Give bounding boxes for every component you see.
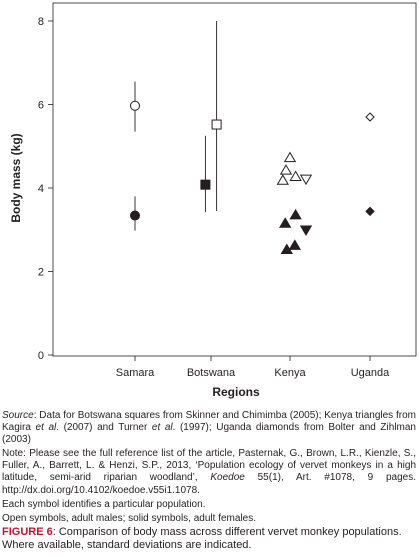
source-note: Source: Data for Botswana squares from S… bbox=[2, 410, 416, 446]
x-tick-label: Uganda bbox=[351, 367, 390, 379]
figure-caption-text: : Comparison of body mass across differe… bbox=[2, 526, 402, 551]
data-markers bbox=[130, 100, 375, 254]
data-point-triangle-down bbox=[299, 225, 313, 237]
x-axis: Samara Botswana Kenya Uganda bbox=[116, 356, 390, 379]
data-point-triangle-up bbox=[288, 239, 301, 250]
data-point-circle bbox=[130, 100, 140, 111]
x-tick-label: Kenya bbox=[274, 367, 306, 379]
error-bars bbox=[134, 21, 218, 231]
x-tick-label: Samara bbox=[116, 367, 155, 379]
y-tick-label: 8 bbox=[38, 16, 44, 28]
y-axis-label: Body mass (kg) bbox=[9, 133, 23, 222]
data-point-triangle-up bbox=[279, 217, 292, 228]
open-solid-note: Open symbols, adult males; solid symbols… bbox=[2, 512, 256, 524]
y-tick-label: 4 bbox=[38, 183, 44, 195]
data-point-circle bbox=[130, 210, 140, 221]
y-tick-label: 2 bbox=[38, 267, 44, 279]
x-tick-label: Botswana bbox=[187, 367, 236, 379]
plot-frame bbox=[52, 2, 417, 357]
data-point-triangle-up bbox=[276, 174, 289, 185]
data-point-diamond bbox=[365, 206, 375, 217]
data-point-triangle-up bbox=[289, 208, 302, 220]
figure-caption: FIGURE 6: Comparison of body mass across… bbox=[2, 526, 416, 552]
data-point-square bbox=[200, 179, 211, 190]
y-tick-label: 6 bbox=[38, 100, 44, 112]
y-axis: 0 2 4 6 8 bbox=[38, 16, 53, 362]
data-point-triangle-up bbox=[283, 151, 297, 163]
data-point-triangle-up bbox=[289, 170, 302, 181]
data-point-triangle-up bbox=[279, 164, 293, 175]
x-axis-label: Regions bbox=[212, 385, 260, 399]
data-point-triangle-up bbox=[280, 243, 293, 254]
data-point-square bbox=[211, 119, 222, 130]
data-point-diamond bbox=[365, 112, 375, 122]
y-tick-label: 0 bbox=[38, 350, 44, 362]
symbol-note: Each symbol identifies a particular popu… bbox=[2, 498, 206, 510]
reference-note: Note: Please see the full reference list… bbox=[2, 448, 416, 496]
data-point-triangle-down bbox=[299, 174, 313, 186]
body-mass-chart: 0 2 4 6 8 Samara Botswana Kenya Uganda Body mas… bbox=[9, 2, 417, 399]
figure-notes: Source: Data for Botswana squares from S… bbox=[2, 410, 416, 527]
figure-label: FIGURE 6 bbox=[2, 526, 53, 538]
